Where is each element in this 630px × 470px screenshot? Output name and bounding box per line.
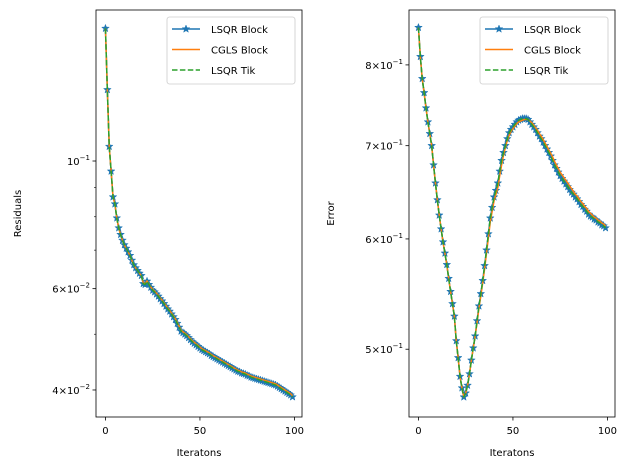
x-tick-label: 50 xyxy=(194,426,207,437)
x-tick-label: 0 xyxy=(102,426,108,437)
series-line-cgls-block xyxy=(417,27,607,398)
y-tick-label: 6×10−2 xyxy=(52,282,90,296)
legend-label: LSQR Tik xyxy=(524,66,568,77)
y-tick-label: 5×10−1 xyxy=(365,342,403,356)
y-tick-label: 7×10−1 xyxy=(365,139,403,153)
axes-frame xyxy=(408,9,616,418)
legend-label: CGLS Block xyxy=(211,46,268,57)
y-tick-label: 10−1 xyxy=(67,154,90,168)
legend: LSQR Block CGLS Block LSQR Tik xyxy=(166,16,296,85)
x-tick-label: 0 xyxy=(415,426,421,437)
legend-star-marker xyxy=(181,24,191,33)
plot-area xyxy=(413,22,611,401)
legend: LSQR Block CGLS Block LSQR Tik xyxy=(479,16,609,85)
y-axis-label: Residuals xyxy=(13,190,24,237)
data-point-star-marker xyxy=(538,137,548,147)
legend-label: LSQR Tik xyxy=(211,66,255,77)
series-line-lsqr-tik xyxy=(104,28,294,398)
x-tick-label: 100 xyxy=(285,426,304,437)
legend-star-marker xyxy=(494,24,504,33)
data-point-star-marker xyxy=(542,144,552,153)
plot-area xyxy=(100,23,298,401)
x-axis-label: Iteratons xyxy=(177,448,222,459)
x-axis-label: Iteratons xyxy=(490,448,535,459)
axes-frame xyxy=(95,9,303,418)
subplot-1: 0 50 100 10−1 6×10−2 4×10−2 Iteratons Residuals… xyxy=(13,9,304,459)
subplot-2: 0 50 100 8×10−1 7×10−1 6×10−1 5×10−1 Iteratons E… xyxy=(326,9,617,459)
legend-label: LSQR Block xyxy=(524,25,581,36)
y-tick-label: 8×10−1 xyxy=(365,58,403,72)
legend-label: LSQR Block xyxy=(211,25,268,36)
y-tick-label: 6×10−1 xyxy=(365,232,403,246)
legend-box xyxy=(479,16,609,85)
y-axis-label: Error xyxy=(326,200,337,225)
legend-label: CGLS Block xyxy=(524,46,581,57)
y-tick-label: 4×10−2 xyxy=(52,383,90,397)
data-point-star-marker xyxy=(531,124,541,134)
x-tick-label: 100 xyxy=(598,426,617,437)
legend-box xyxy=(166,16,296,85)
x-tick-label: 50 xyxy=(507,426,520,437)
